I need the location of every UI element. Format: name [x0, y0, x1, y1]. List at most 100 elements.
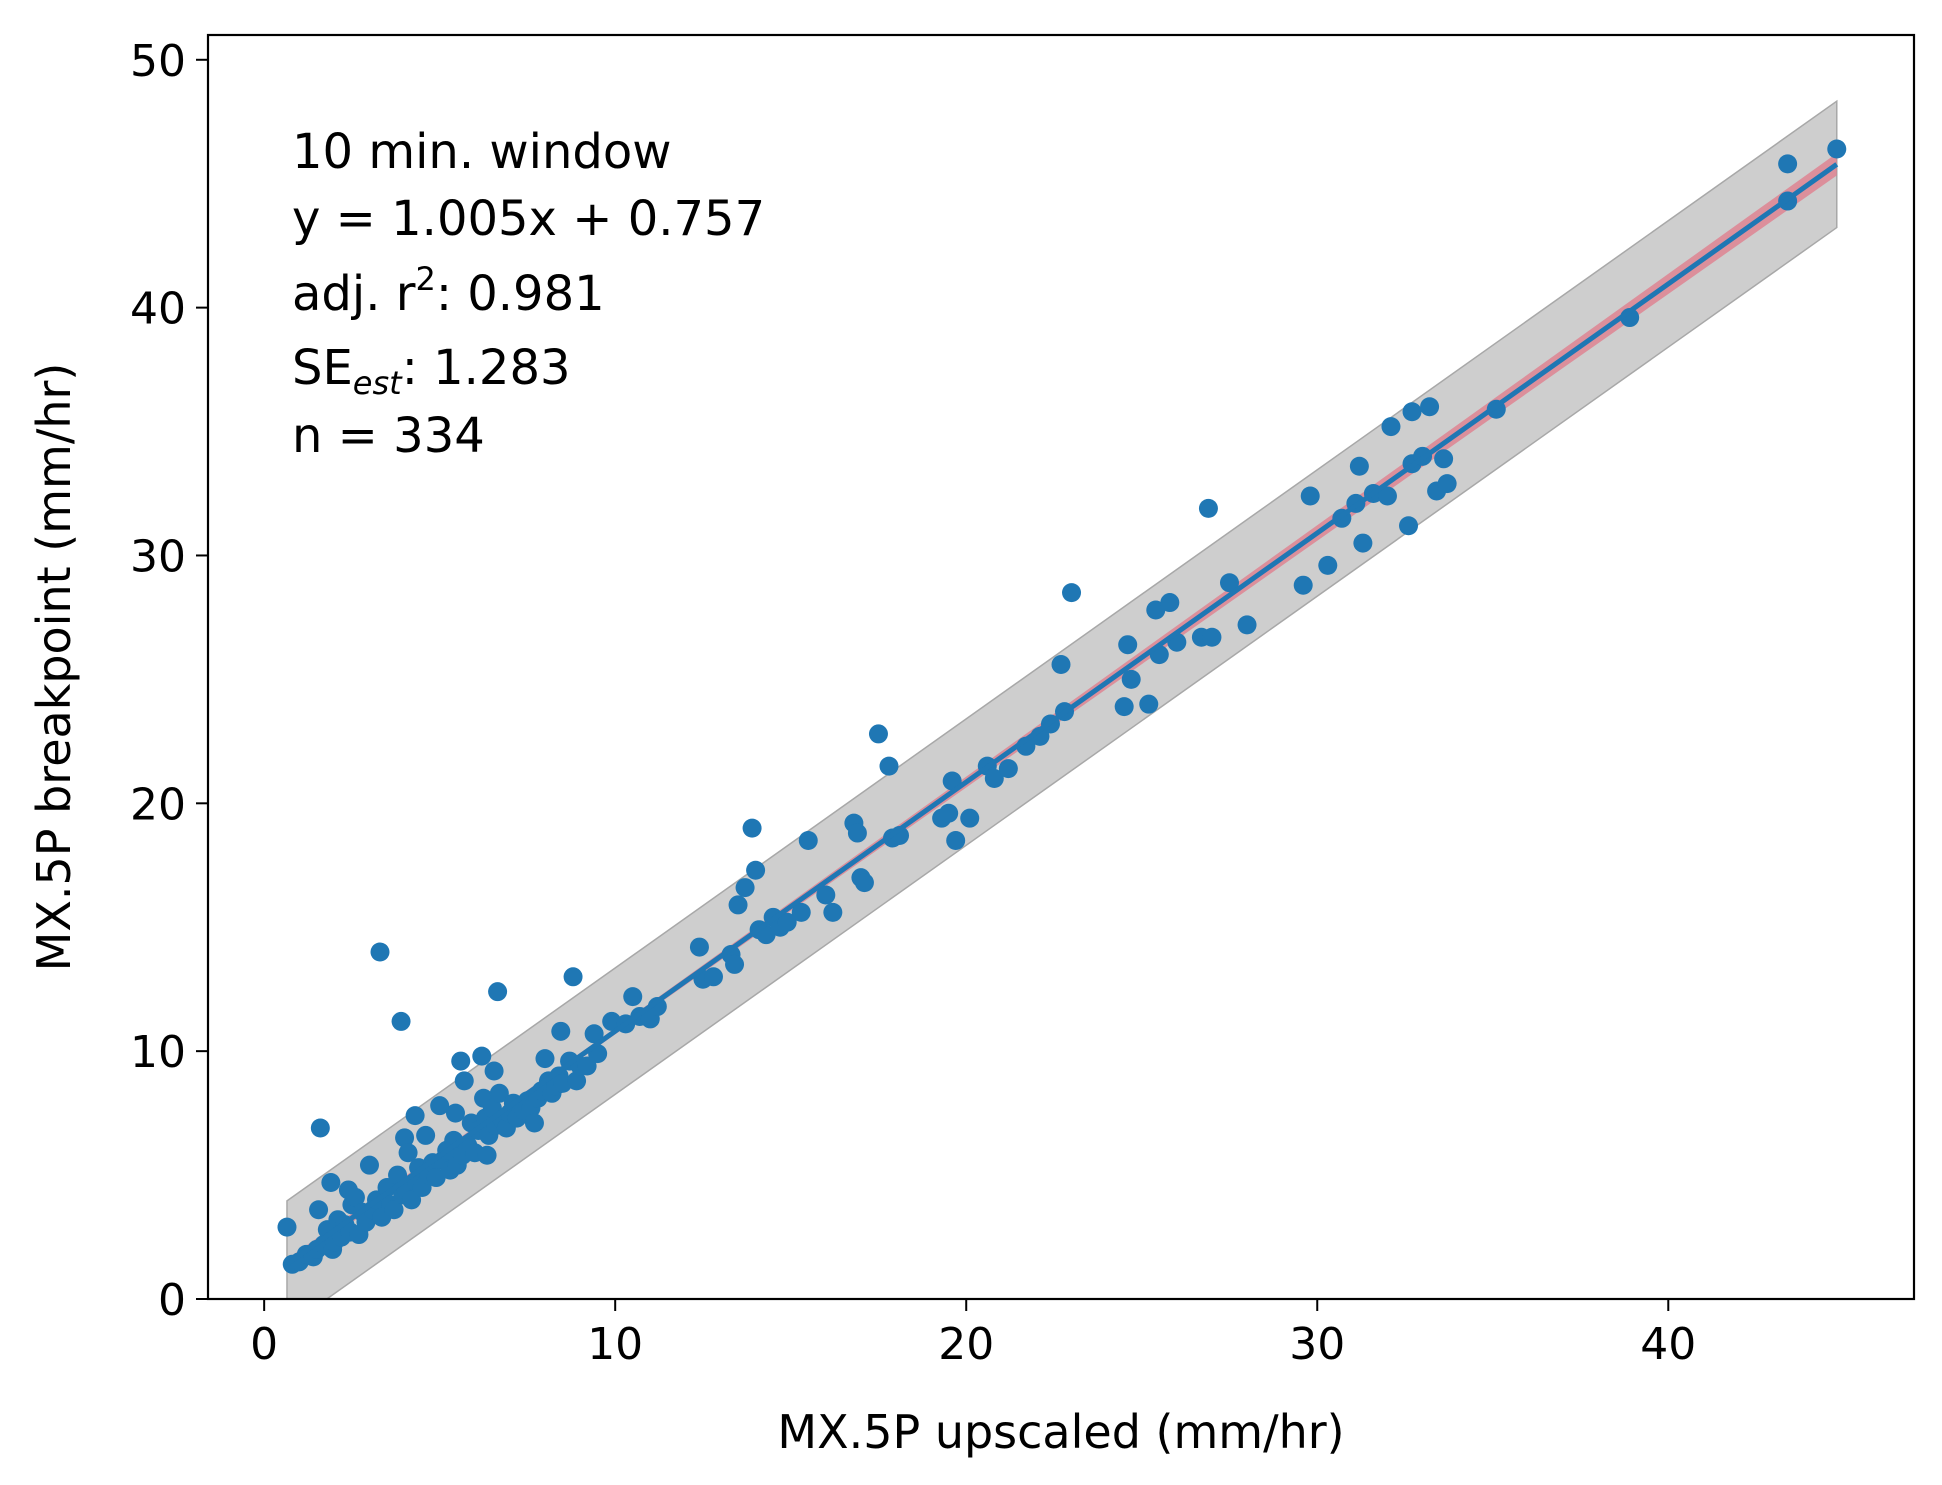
data-point: [791, 902, 811, 922]
data-point: [359, 1155, 379, 1175]
y-tick-label: 50: [130, 36, 186, 87]
data-point: [939, 803, 959, 823]
data-point: [1202, 627, 1222, 647]
data-point: [577, 1056, 597, 1076]
data-point: [345, 1187, 365, 1207]
data-point: [742, 818, 762, 838]
y-axis-label: MX.5P breakpoint (mm/hr): [27, 363, 81, 972]
data-point: [405, 1106, 425, 1126]
data-point: [960, 808, 980, 828]
data-point: [1381, 417, 1401, 437]
data-point: [823, 902, 843, 922]
data-point: [1293, 575, 1313, 595]
data-point: [1146, 600, 1166, 620]
data-point: [816, 885, 836, 905]
data-point: [402, 1190, 422, 1210]
data-point: [1198, 498, 1218, 518]
x-axis-ticks: 0 10 20 30 40: [250, 1299, 1696, 1370]
annotation-se: SEest: 1.283: [292, 340, 571, 402]
data-point: [602, 1011, 622, 1031]
y-tick-label: 0: [158, 1275, 186, 1326]
data-point: [1121, 669, 1141, 689]
annotation-n: n = 334: [292, 408, 485, 464]
data-point: [484, 1061, 504, 1081]
x-tick-label: 10: [587, 1319, 643, 1370]
data-point: [728, 895, 748, 915]
data-point: [1160, 593, 1180, 613]
data-point: [1437, 474, 1457, 494]
data-point: [1237, 615, 1257, 635]
y-tick-label: 40: [130, 284, 186, 335]
data-point: [984, 769, 1004, 789]
data-point: [384, 1200, 404, 1220]
data-point: [277, 1217, 297, 1237]
data-point: [398, 1143, 418, 1163]
data-point: [1399, 516, 1419, 536]
data-point: [1300, 486, 1320, 506]
data-point: [430, 1096, 450, 1116]
data-point: [416, 1125, 436, 1145]
data-point: [1219, 573, 1239, 593]
data-point: [725, 954, 745, 974]
data-point: [1051, 655, 1071, 675]
data-point: [689, 937, 709, 957]
data-point: [746, 860, 766, 880]
data-point: [426, 1168, 446, 1188]
data-point: [395, 1128, 415, 1148]
data-point: [735, 878, 755, 898]
data-point: [777, 912, 797, 932]
data-point: [1353, 533, 1373, 553]
data-point: [998, 759, 1018, 779]
y-tick-label: 20: [130, 779, 186, 830]
data-point: [703, 967, 723, 987]
data-point: [310, 1118, 330, 1138]
data-point: [623, 987, 643, 1007]
data-point: [1778, 154, 1798, 174]
y-axis-ticks: 0 10 20 30 40 50: [130, 36, 208, 1326]
x-axis-label: MX.5P upscaled (mm/hr): [777, 1405, 1344, 1459]
prediction-band: [286, 99, 1838, 1299]
x-tick-label: 30: [1289, 1319, 1345, 1370]
data-point: [1377, 486, 1397, 506]
data-point: [477, 1145, 497, 1165]
data-point: [1827, 139, 1847, 159]
data-point: [321, 1173, 341, 1193]
data-point: [524, 1113, 544, 1133]
data-point: [1114, 697, 1134, 717]
data-point: [451, 1051, 471, 1071]
data-point: [551, 1021, 571, 1041]
data-point: [1318, 555, 1338, 575]
data-point: [798, 830, 818, 850]
data-point: [1402, 402, 1422, 422]
data-point: [1139, 694, 1159, 714]
data-point: [445, 1103, 465, 1123]
annotation-window: 10 min. window: [292, 124, 671, 180]
data-point: [1434, 449, 1454, 469]
data-point: [488, 982, 508, 1002]
data-point: [847, 823, 867, 843]
y-tick-label: 10: [130, 1027, 186, 1078]
data-point: [1062, 583, 1082, 603]
data-point: [309, 1200, 329, 1220]
data-point: [489, 1083, 509, 1103]
data-point: [946, 830, 966, 850]
data-point: [567, 1071, 587, 1091]
data-point: [454, 1071, 474, 1091]
plot-frame: [206, 33, 1916, 1301]
regression-line: [285, 162, 1839, 1267]
fit-layer: [285, 162, 1839, 1267]
data-point: [472, 1046, 492, 1066]
data-point: [1349, 456, 1369, 476]
y-tick-label: 30: [130, 531, 186, 582]
data-point: [563, 967, 583, 987]
data-point: [879, 756, 899, 776]
data-point: [553, 1073, 573, 1093]
annotation-r2: adj. r2: 0.981: [292, 260, 605, 322]
data-point: [391, 1011, 411, 1031]
x-tick-label: 40: [1640, 1319, 1696, 1370]
data-point: [1420, 397, 1440, 417]
data-point: [854, 873, 874, 893]
data-point: [370, 942, 390, 962]
data-point: [584, 1024, 604, 1044]
data-point: [535, 1049, 555, 1069]
